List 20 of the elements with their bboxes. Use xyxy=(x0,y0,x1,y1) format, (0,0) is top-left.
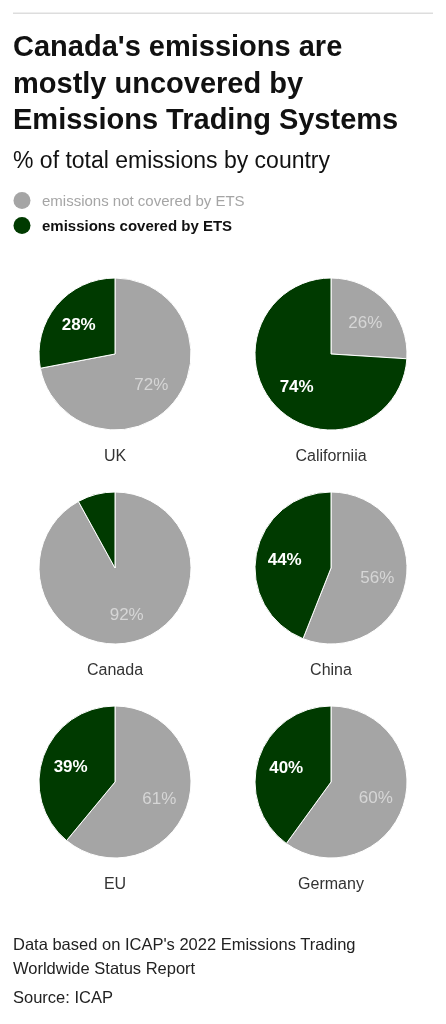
chart-title: Canada's emissions are mostly uncovered by Emissions Trading Systems xyxy=(13,30,399,135)
text: Californiia xyxy=(295,447,367,464)
data-label: 44% xyxy=(267,550,302,570)
chart-subtitle: % of total emissions by country xyxy=(13,146,331,173)
data-label: 39% xyxy=(53,756,88,776)
text: Germany xyxy=(298,875,364,892)
text: Canada xyxy=(86,661,144,678)
data-label: 74% xyxy=(279,377,314,397)
text: UK xyxy=(103,447,127,464)
data-label: 40% xyxy=(269,758,304,778)
text: EU xyxy=(103,875,127,892)
pie-slice xyxy=(39,277,192,431)
pie-slice xyxy=(38,491,192,645)
pie-slice xyxy=(254,277,408,431)
text: China xyxy=(310,661,352,678)
data-label: 28% xyxy=(61,314,96,334)
legend-label: emissions covered by ETS xyxy=(42,216,233,234)
text: Data based on ICAP's 2022 Emissions Trading Worldwide Status Report xyxy=(13,935,356,977)
source-note: Source: ICAP xyxy=(13,988,113,1006)
legend-label: emissions not covered by ETS xyxy=(42,191,245,209)
